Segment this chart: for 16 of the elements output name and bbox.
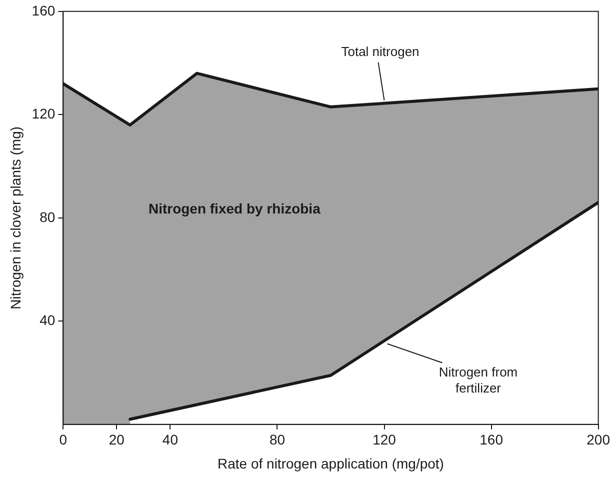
text: Total nitrogen [341, 44, 420, 59]
x-tick-label: 80 [269, 432, 286, 448]
x-tick-label: 20 [108, 432, 125, 448]
annotation: Nitrogen fixed by rhizobia [148, 200, 321, 216]
x-tick-label: 40 [162, 432, 178, 448]
y-tick-label: 40 [40, 312, 56, 328]
x-axis-title: Rate of nitrogen application (mg/pot) [218, 455, 444, 472]
y-tick-label: 120 [32, 106, 56, 122]
x-tick-label: 160 [480, 432, 504, 448]
text: Nitrogen from fertilizer [438, 364, 518, 396]
y-axis-title: Nitrogen in clover plants (mg) [7, 126, 24, 310]
x-tick-label: 120 [372, 432, 396, 448]
x-tick-label: 0 [59, 432, 68, 448]
y-tick-label: 160 [32, 2, 56, 18]
x-tick-label: 200 [586, 432, 610, 448]
y-tick-label: 80 [40, 208, 56, 225]
